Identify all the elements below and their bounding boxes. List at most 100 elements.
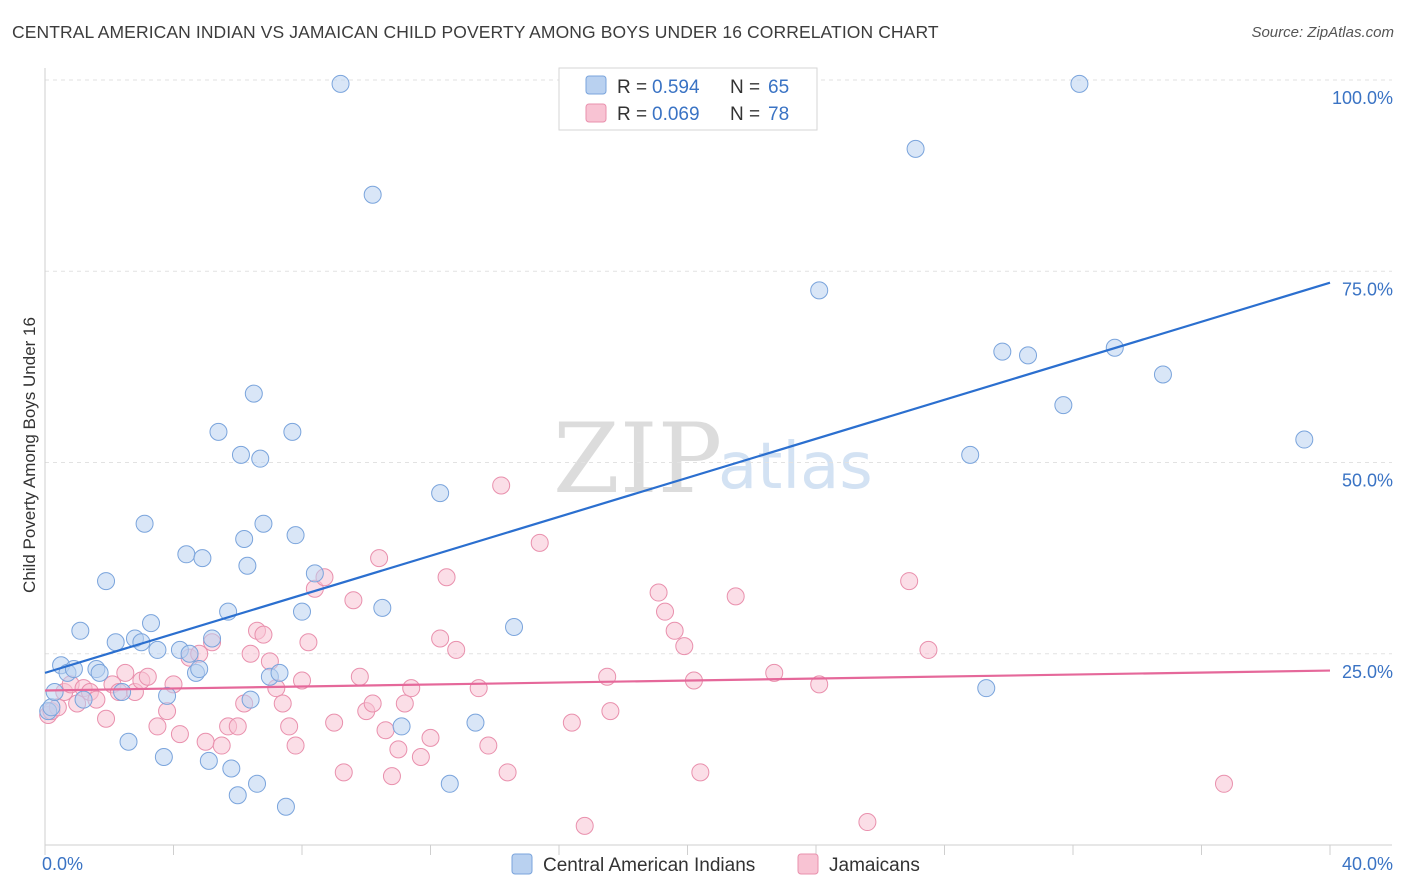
jamaicans-point-46 (370, 549, 389, 568)
central-american-indians-point-18 (158, 686, 177, 705)
central-american-indians-point-61 (1019, 346, 1038, 365)
y-tick-label-50: 50.0% (1342, 471, 1393, 491)
x-tick-label-min: 0.0% (42, 854, 83, 874)
tick-labels: 25.0% 50.0% 75.0% 100.0% 0.0% 40.0% (42, 88, 1393, 874)
central-american-indians-point-50 (466, 713, 485, 732)
jamaicans-point-37 (299, 633, 318, 652)
central-american-indians-point-55 (222, 759, 241, 778)
central-american-indians-point-29 (231, 445, 250, 464)
jamaicans-point-51 (402, 679, 421, 698)
y-tick-label-25: 25.0% (1342, 662, 1393, 682)
central-american-indians-point-11 (106, 633, 125, 652)
legend-n-value-pink: 78 (768, 104, 789, 125)
central-american-indians-point-42 (293, 602, 311, 621)
jamaicans-point-68 (665, 621, 684, 640)
jamaicans-point-15 (138, 667, 157, 686)
series-legend-label-blue: Central American Indians (543, 855, 755, 876)
central-american-indians-point-54 (132, 633, 151, 652)
jamaicans-point-30 (254, 625, 273, 644)
central-american-indians-trend-line (44, 281, 1331, 674)
central-american-indians-point-28 (228, 786, 247, 805)
jamaicans-point-56 (447, 640, 466, 659)
jamaicans-point-66 (649, 583, 668, 602)
series-legend: Central American Indians Jamaicans (511, 853, 920, 876)
legend-r-label-pink: R = (617, 104, 647, 125)
central-american-indians-point-7 (74, 690, 93, 709)
stats-legend: R = 0.594 N = 65 R = 0.069 N = 78 (558, 67, 818, 131)
source-label: Source: ZipAtlas.com (1251, 24, 1394, 41)
central-american-indians-point-1 (42, 698, 61, 717)
jamaicans-point-22 (196, 732, 215, 751)
central-american-indians-point-53 (190, 660, 209, 679)
jamaicans-point-52 (411, 748, 430, 767)
jamaicans-point-77 (919, 640, 938, 659)
jamaicans-point-35 (286, 736, 305, 755)
central-american-indians-point-30 (235, 530, 254, 548)
jamaicans-point-61 (530, 533, 549, 552)
jamaicans-point-49 (389, 740, 408, 759)
central-american-indians-point-14 (135, 514, 154, 533)
jamaicans-point-43 (350, 667, 369, 686)
jamaicans-point-42 (344, 591, 363, 610)
legend-r-value-blue: 0.594 (652, 77, 700, 98)
jamaicans-point-47 (376, 721, 395, 740)
central-american-indians-point-44 (331, 74, 350, 93)
jamaicans-point-60 (498, 763, 517, 782)
x-tick-label-max: 40.0% (1342, 854, 1393, 874)
trend-lines (44, 281, 1331, 692)
central-american-indians-point-62 (1054, 396, 1073, 415)
jamaicans-point-54 (431, 629, 450, 648)
legend-r-value-pink: 0.069 (652, 104, 700, 125)
central-american-indians-point-26 (203, 629, 222, 648)
central-american-indians-point-40 (283, 422, 302, 441)
jamaicans-point-33 (273, 694, 292, 713)
jamaicans-point-59 (492, 476, 511, 495)
y-tick-label-75: 75.0% (1342, 279, 1393, 299)
jamaicans-point-78 (1214, 774, 1233, 793)
jamaicans-point-19 (170, 725, 189, 744)
central-american-indians-point-60 (993, 342, 1012, 361)
central-american-indians-points (39, 74, 1314, 816)
legend-r-label-blue: R = (617, 77, 647, 98)
jamaicans-point-63 (575, 816, 594, 835)
central-american-indians-point-10 (97, 572, 116, 591)
central-american-indians-point-58 (961, 445, 980, 464)
jamaicans-point-69 (675, 637, 694, 656)
jamaicans-point-45 (363, 694, 382, 713)
central-american-indians-point-48 (431, 484, 450, 503)
jamaicans-point-76 (900, 572, 919, 591)
jamaicans-point-55 (437, 568, 456, 587)
central-american-indians-point-33 (241, 690, 260, 709)
jamaicans-point-48 (382, 767, 401, 786)
central-american-indians-point-59 (977, 679, 996, 698)
central-american-indians-point-2 (45, 683, 64, 701)
central-american-indians-point-52 (119, 732, 138, 751)
central-american-indians-point-31 (244, 384, 263, 403)
central-american-indians-point-63 (1070, 74, 1089, 93)
jamaicans-point-12 (116, 663, 135, 682)
legend-swatch-pink (585, 103, 607, 123)
y-axis-title: Child Poverty Among Boys Under 16 (20, 317, 39, 593)
jamaicans-point-57 (469, 679, 488, 698)
jamaicans-point-75 (858, 813, 877, 832)
central-american-indians-point-65 (1153, 365, 1172, 384)
jamaicans-point-71 (691, 763, 710, 782)
jamaicans-point-9 (97, 709, 116, 728)
central-american-indians-point-6 (71, 621, 90, 640)
jamaicans-point-72 (726, 587, 745, 606)
jamaicans-point-16 (148, 717, 167, 736)
series-legend-label-pink: Jamaicans (829, 855, 920, 876)
jamaicans-point-40 (325, 713, 344, 732)
legend-swatch-blue (585, 75, 607, 95)
central-american-indians-point-36 (254, 514, 273, 533)
central-american-indians-point-39 (276, 797, 295, 816)
jamaicans-point-53 (421, 728, 440, 747)
chart-title: CENTRAL AMERICAN INDIAN VS JAMAICAN CHIL… (12, 22, 939, 42)
y-tick-label-100: 100.0% (1332, 88, 1393, 108)
series-legend-swatch-pink (797, 853, 819, 875)
jamaicans-points (39, 476, 1233, 835)
jamaicans-point-74 (810, 675, 829, 694)
central-american-indians-point-66 (1295, 430, 1314, 449)
central-american-indians-point-38 (270, 663, 289, 682)
central-american-indians-point-56 (810, 281, 829, 300)
